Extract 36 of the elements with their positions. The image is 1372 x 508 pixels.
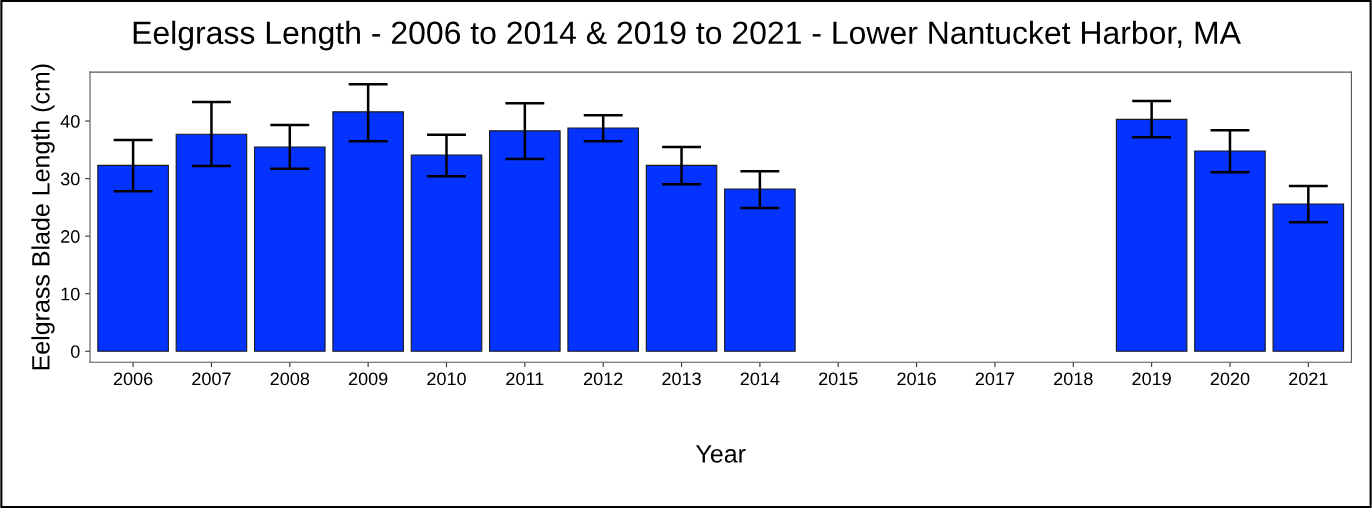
x-tick-label: 2008 (270, 372, 310, 386)
x-tick-label: 2011 (506, 372, 544, 386)
x-tick-label: 2015 (819, 372, 858, 386)
x-tick-label: 2006 (113, 372, 153, 386)
x-tick-label: 2009 (348, 372, 388, 386)
x-tick-label: 2018 (1054, 372, 1093, 386)
x-axis-title: Year (696, 445, 746, 463)
x-tick-label: 2010 (427, 372, 466, 386)
bar (724, 188, 796, 352)
x-tick-label: 2019 (1132, 372, 1171, 386)
bar (332, 111, 404, 352)
x-tick-label: 2021 (1289, 372, 1328, 386)
x-tick-label: 2014 (740, 372, 780, 386)
y-tick-label: 40 (60, 114, 80, 128)
x-tick-label: 2007 (192, 372, 231, 386)
y-tick-label: 0 (70, 345, 80, 358)
bar (410, 154, 483, 352)
bar (253, 146, 326, 352)
bar (1272, 203, 1345, 352)
bar (1115, 118, 1188, 352)
bar (97, 164, 169, 352)
bar (489, 130, 561, 352)
y-tick-label: 10 (61, 287, 80, 301)
y-axis-title: Eelgrass Blade Length (cm) (31, 64, 55, 370)
bar (1194, 150, 1266, 352)
x-tick-label: 2012 (584, 372, 623, 386)
bar (567, 127, 640, 352)
x-tick-label: 2017 (975, 372, 1015, 386)
y-tick-label: 30 (60, 172, 80, 186)
bar (175, 133, 248, 352)
y-tick-label: 20 (61, 230, 80, 243)
x-tick-label: 2016 (897, 372, 936, 386)
x-tick-label: 2020 (1210, 372, 1250, 386)
chart-title: Eelgrass Length - 2006 to 2014 & 2019 to 2021 - Lower Nantucket Harbor, MA (133, 20, 1241, 51)
bar (645, 164, 718, 352)
x-tick-label: 2013 (662, 372, 701, 386)
